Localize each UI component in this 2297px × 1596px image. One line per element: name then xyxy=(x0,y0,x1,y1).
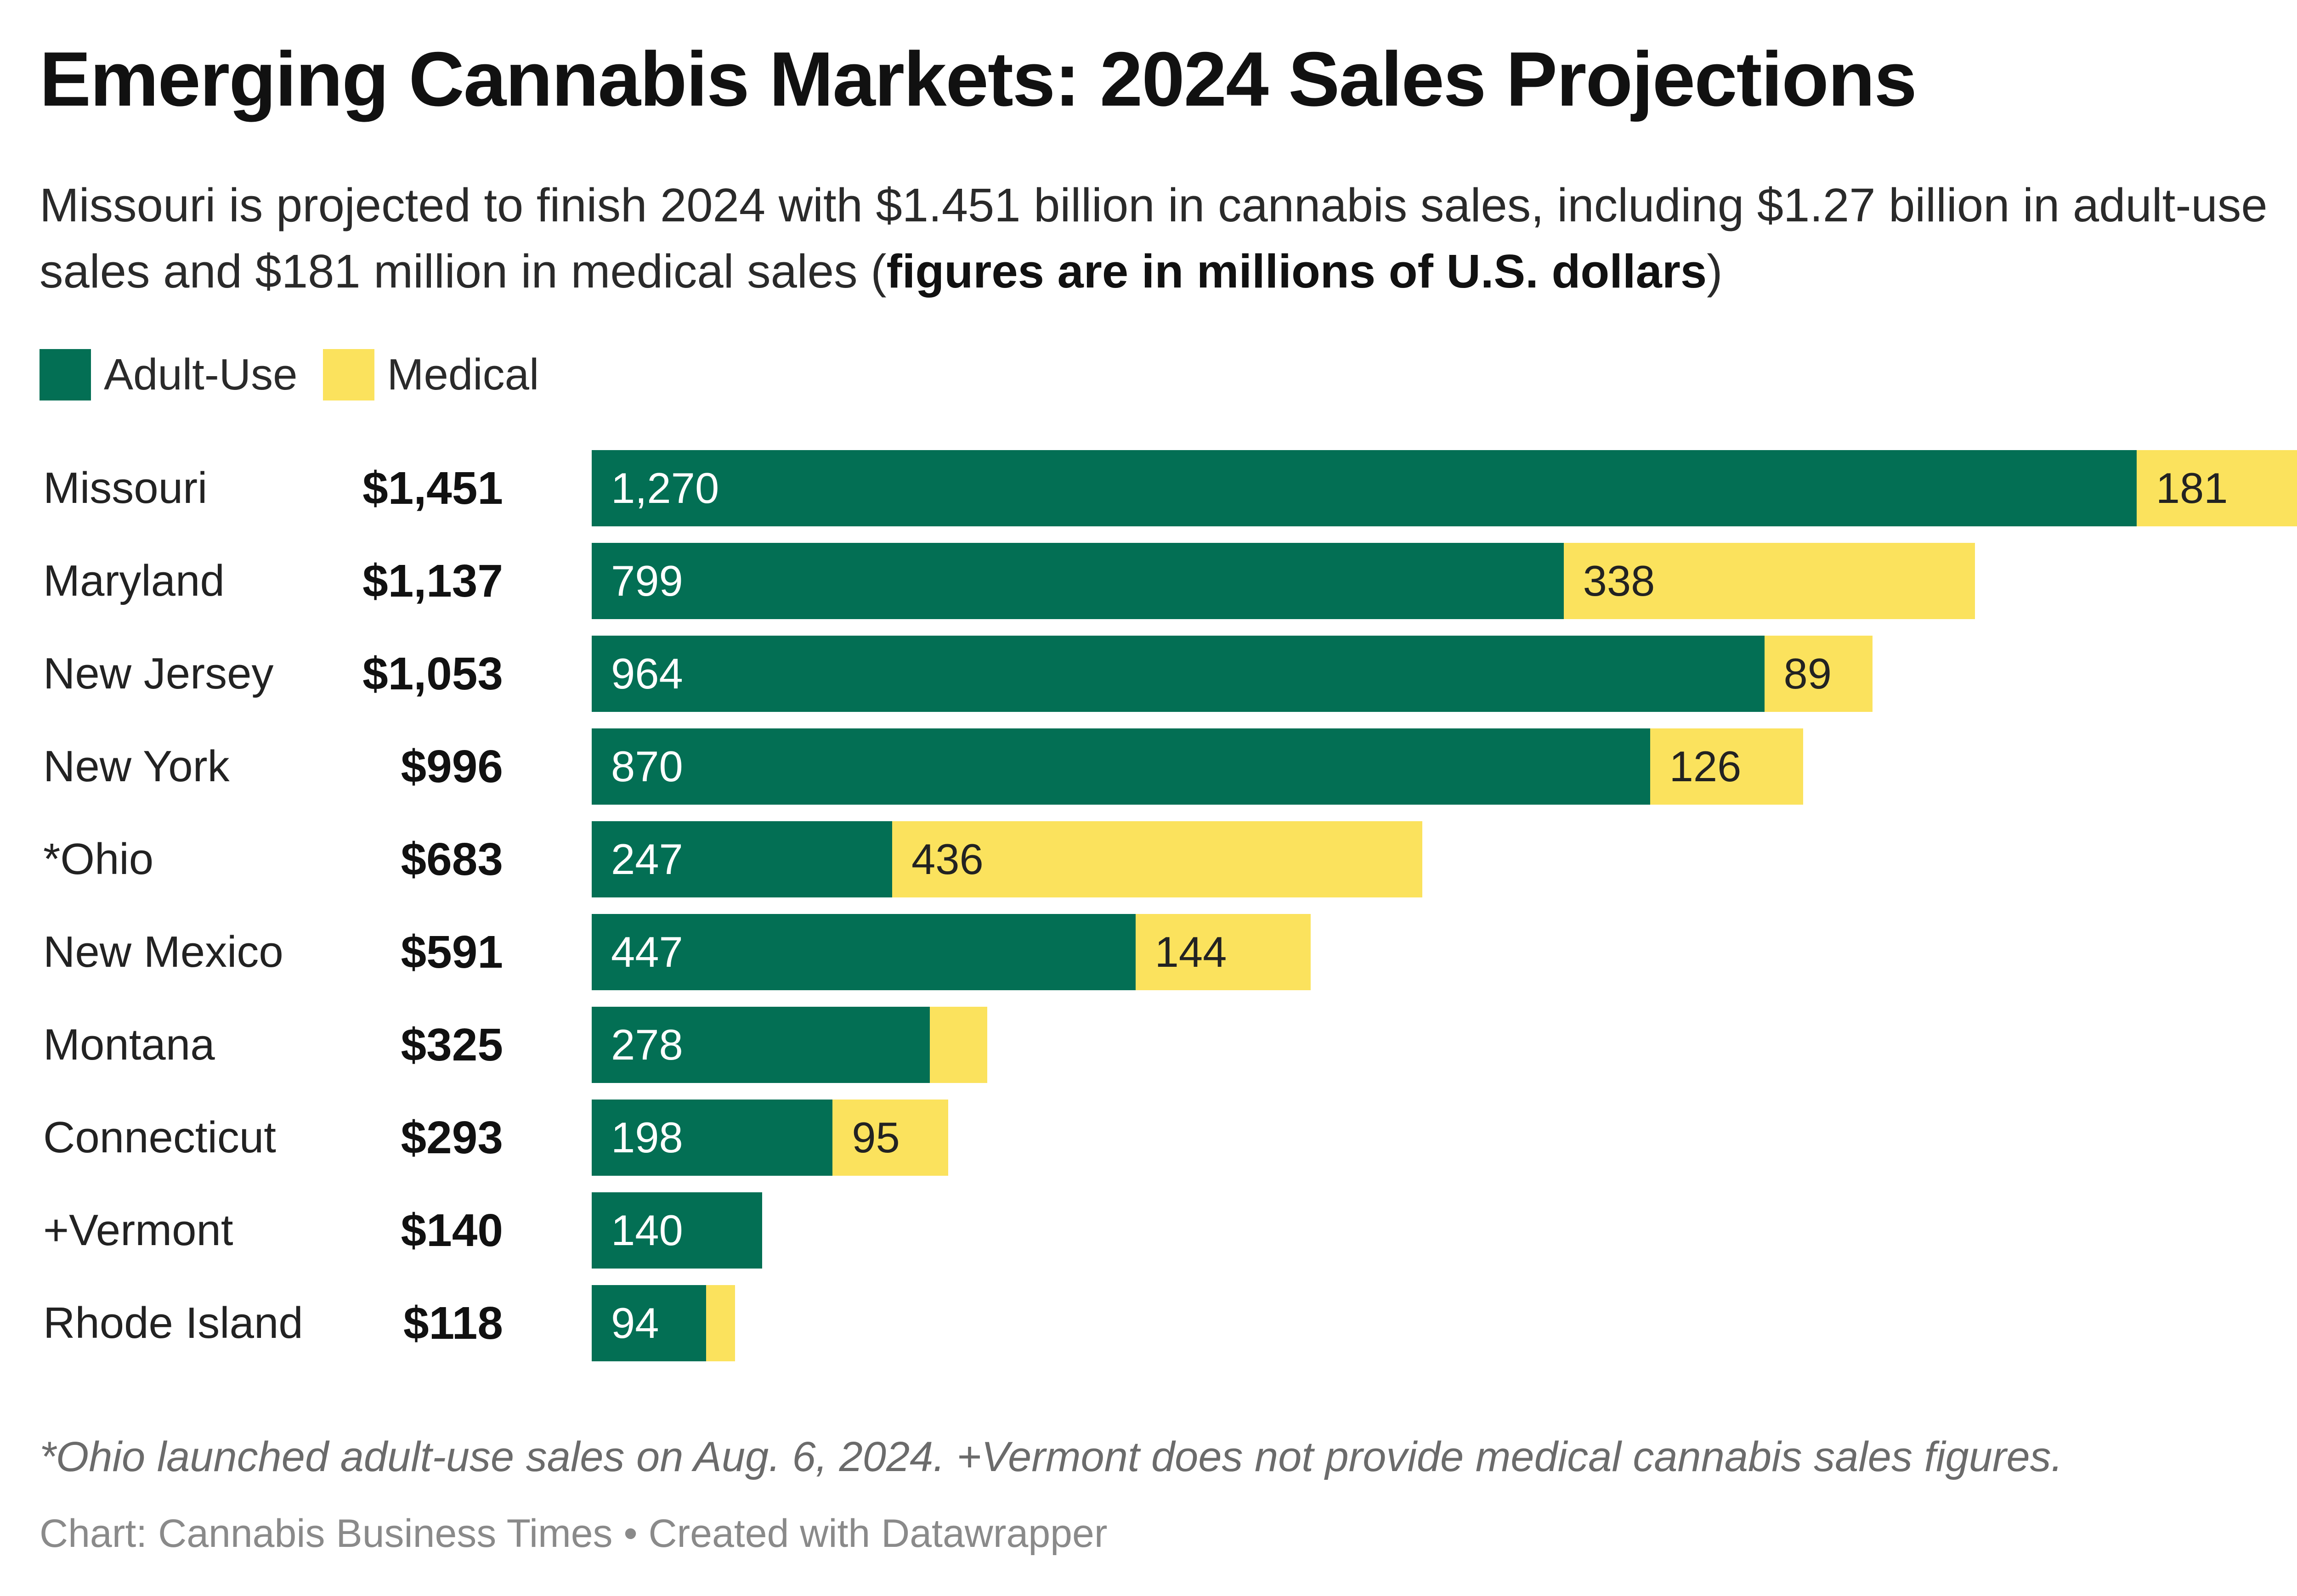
total-label-new-jersey: $1,053 xyxy=(362,648,503,699)
value-label-new-mexico-medical: 144 xyxy=(1154,928,1227,976)
category-label-maryland: Maryland xyxy=(43,556,225,605)
value-label-new-jersey-adult-use: 964 xyxy=(611,649,683,698)
legend-swatch-adult-use xyxy=(40,349,91,400)
total-label-montana: $325 xyxy=(401,1019,503,1071)
value-label-connecticut-medical: 95 xyxy=(852,1113,900,1162)
category-label-new-jersey: New Jersey xyxy=(43,649,274,698)
bar-maryland-adult-use xyxy=(592,543,1564,619)
category-label-ohio: *Ohio xyxy=(43,835,154,884)
bar-new-york-medical xyxy=(1650,728,1804,805)
value-label-maryland-medical: 338 xyxy=(1583,557,1655,605)
category-label-new-york: New York xyxy=(43,742,230,791)
value-label-vermont-adult-use: 140 xyxy=(611,1206,683,1254)
bar-ohio-adult-use xyxy=(592,821,892,897)
subtitle-text: Missouri is projected to finish 2024 wit… xyxy=(40,179,2268,298)
bar-new-jersey-medical xyxy=(1764,636,1873,712)
chart-legend: Adult-Use Medical xyxy=(40,349,564,400)
category-label-montana: Montana xyxy=(43,1020,215,1069)
category-label-connecticut: Connecticut xyxy=(43,1113,276,1162)
bar-missouri-adult-use xyxy=(592,450,2137,526)
value-label-missouri-adult-use: 1,270 xyxy=(611,464,719,512)
bar-new-mexico-medical xyxy=(1135,914,1311,990)
bar-new-york-adult-use xyxy=(592,728,1650,805)
value-label-new-mexico-adult-use: 447 xyxy=(611,928,683,976)
chart-title: Emerging Cannabis Markets: 2024 Sales Pr… xyxy=(40,36,1917,122)
bar-new-jersey-adult-use xyxy=(592,636,1765,712)
category-label-vermont: +Vermont xyxy=(43,1206,233,1255)
value-label-maryland-adult-use: 799 xyxy=(611,557,683,605)
bar-missouri-medical xyxy=(2136,450,2297,526)
bar-maryland-medical xyxy=(1563,543,1975,619)
bar-vermont-adult-use xyxy=(592,1192,762,1269)
subtitle-close: ) xyxy=(1707,245,1723,298)
value-label-rhode-island-adult-use: 94 xyxy=(611,1299,659,1347)
value-label-montana-adult-use: 278 xyxy=(611,1021,683,1069)
category-label-missouri: Missouri xyxy=(43,463,208,513)
value-label-ohio-medical: 436 xyxy=(911,835,984,883)
total-label-vermont: $140 xyxy=(401,1205,503,1256)
category-label-rhode-island: Rhode Island xyxy=(43,1298,303,1348)
total-label-ohio: $683 xyxy=(401,834,503,885)
bar-montana-adult-use xyxy=(592,1007,930,1083)
value-label-missouri-medical: 181 xyxy=(2156,464,2228,512)
total-label-maryland: $1,137 xyxy=(362,555,503,607)
legend-swatch-medical xyxy=(322,349,374,400)
stacked-bar-chart: Missouri $1,451 1,270 181 Maryland $1,137 799 3… xyxy=(0,450,2297,1378)
legend-item-medical: Medical xyxy=(322,349,539,400)
bar-rhode-island-adult-use xyxy=(592,1285,706,1361)
subtitle-units-note: figures are in millions of U.S. dollars xyxy=(886,245,1707,298)
total-label-new-mexico: $591 xyxy=(401,926,503,978)
chart-subtitle: Missouri is projected to finish 2024 wit… xyxy=(40,172,2297,305)
bar-ohio-medical xyxy=(892,821,1423,897)
value-label-ohio-adult-use: 247 xyxy=(611,835,683,883)
bar-connecticut-medical xyxy=(832,1100,948,1176)
bar-new-mexico-adult-use xyxy=(592,914,1136,990)
bar-rhode-island-medical xyxy=(706,1285,735,1361)
total-label-connecticut: $293 xyxy=(401,1112,503,1163)
value-label-connecticut-adult-use: 198 xyxy=(611,1113,683,1162)
legend-label-adult-use: Adult-Use xyxy=(104,350,298,399)
value-label-new-jersey-medical: 89 xyxy=(1783,649,1832,698)
legend-label-medical: Medical xyxy=(387,350,539,399)
category-label-new-mexico: New Mexico xyxy=(43,927,283,976)
bar-connecticut-adult-use xyxy=(592,1100,833,1176)
total-label-missouri: $1,451 xyxy=(362,462,503,514)
value-label-new-york-medical: 126 xyxy=(1669,742,1742,790)
total-label-new-york: $996 xyxy=(401,741,503,792)
footnote: *Ohio launched adult-use sales on Aug. 6… xyxy=(40,1433,2063,1480)
total-label-rhode-island: $118 xyxy=(403,1297,503,1349)
value-label-new-york-adult-use: 870 xyxy=(611,742,683,790)
legend-item-adult-use: Adult-Use xyxy=(40,349,298,400)
source-byline: Chart: Cannabis Business Times • Created… xyxy=(40,1511,1108,1556)
bar-montana-medical xyxy=(930,1007,987,1083)
